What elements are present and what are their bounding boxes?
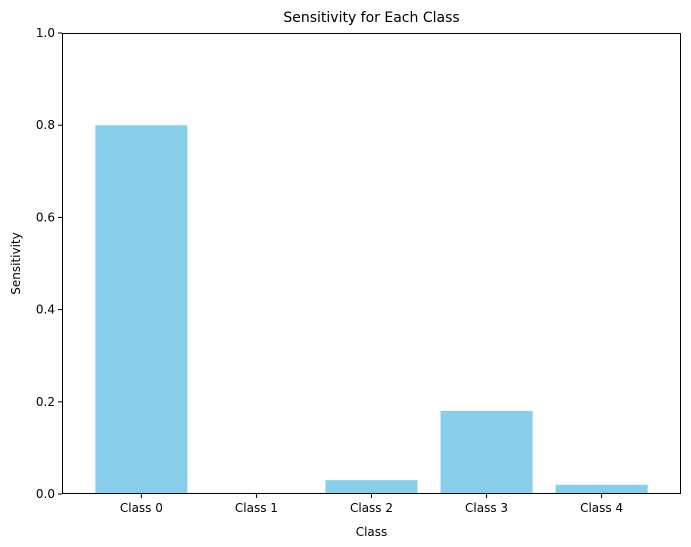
y-tick-label: 0.4 <box>36 303 55 317</box>
y-tick-label: 0.8 <box>36 118 55 132</box>
y-tick-label: 0.2 <box>36 395 55 409</box>
y-tick-label: 1.0 <box>36 26 55 40</box>
bar-class-4 <box>555 484 648 494</box>
x-tick-label: Class 3 <box>465 501 508 515</box>
x-axis-label: Class <box>356 525 388 539</box>
x-tick-label: Class 2 <box>350 501 393 515</box>
bar-class-2 <box>325 480 418 494</box>
y-ticks-group: 0.0 0.2 0.4 0.6 0.8 1.0 <box>36 26 62 501</box>
bar-class-0 <box>95 125 188 494</box>
plot-frame <box>62 33 681 494</box>
bars-group <box>95 125 648 494</box>
x-tick-label: Class 0 <box>120 501 163 515</box>
bar-class-3 <box>440 411 533 494</box>
x-tick-label: Class 4 <box>580 501 623 515</box>
x-tick-label: Class 1 <box>235 501 278 515</box>
chart-title: Sensitivity for Each Class <box>283 10 459 26</box>
y-tick-label: 0.0 <box>36 487 55 501</box>
y-tick-label: 0.6 <box>36 210 55 224</box>
y-axis-label: Sensitivity <box>9 232 23 294</box>
x-ticks-group: Class 0 Class 1 Class 2 Class 3 Class 4 <box>120 494 623 515</box>
